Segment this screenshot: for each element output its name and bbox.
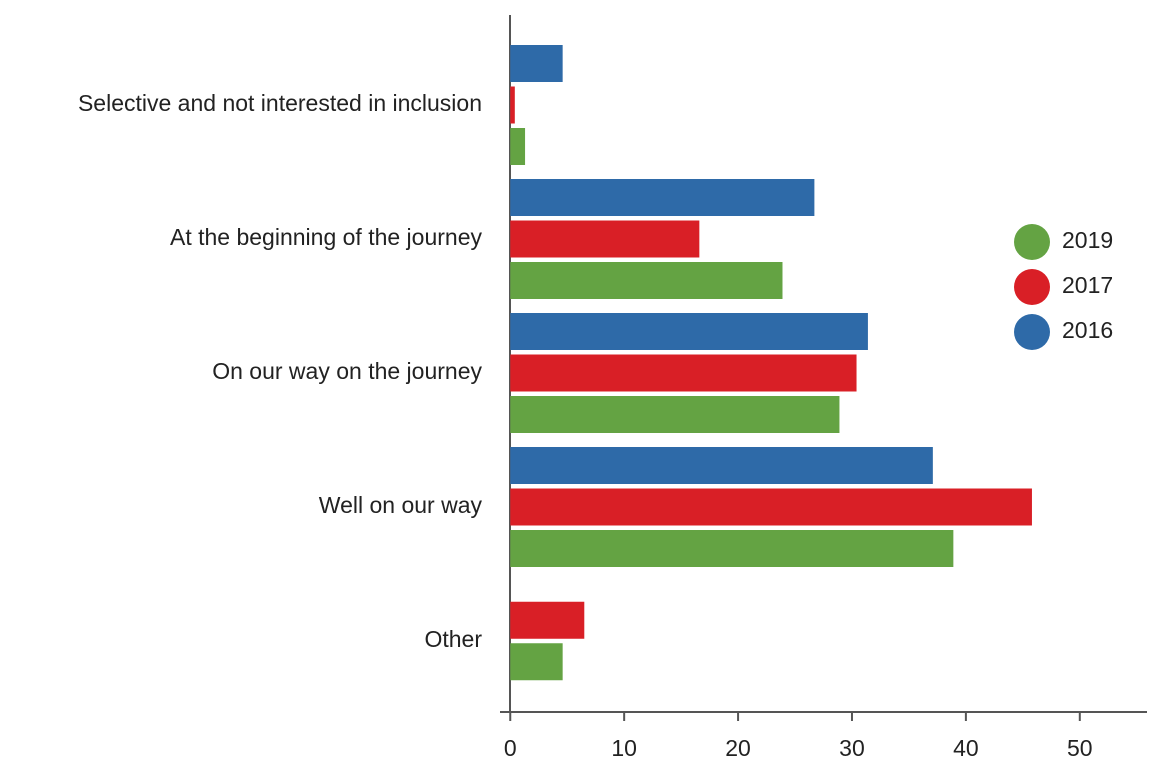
bar (510, 313, 868, 350)
y-tick-label: Well on our way (319, 492, 483, 518)
legend-swatch (1014, 224, 1050, 260)
x-tick-label: 0 (504, 735, 517, 761)
bar (510, 262, 783, 299)
bar (510, 488, 1032, 526)
legend-label: 2017 (1062, 272, 1113, 298)
y-tick-label: On our way on the journey (212, 358, 482, 384)
x-tick-label: 50 (1067, 735, 1093, 761)
x-tick-label: 10 (611, 735, 637, 761)
bar (510, 643, 563, 681)
x-tick-label: 30 (839, 735, 865, 761)
legend-label: 2019 (1062, 227, 1113, 253)
bar (510, 396, 840, 433)
bar (510, 128, 526, 165)
bar (510, 45, 563, 82)
bar (510, 86, 515, 124)
bar (510, 220, 700, 258)
bar (510, 354, 857, 392)
bar (510, 447, 933, 484)
legend-swatch (1014, 269, 1050, 305)
legend-swatch (1014, 314, 1050, 350)
bar (510, 601, 585, 639)
x-tick-label: 20 (725, 735, 751, 761)
legend-label: 2016 (1062, 317, 1113, 343)
x-tick-label: 40 (953, 735, 979, 761)
y-tick-label: Other (424, 626, 482, 652)
bar (510, 179, 815, 216)
y-tick-label: Selective and not interested in inclusio… (78, 90, 482, 116)
y-tick-label: At the beginning of the journey (170, 224, 483, 250)
bar (510, 530, 954, 567)
